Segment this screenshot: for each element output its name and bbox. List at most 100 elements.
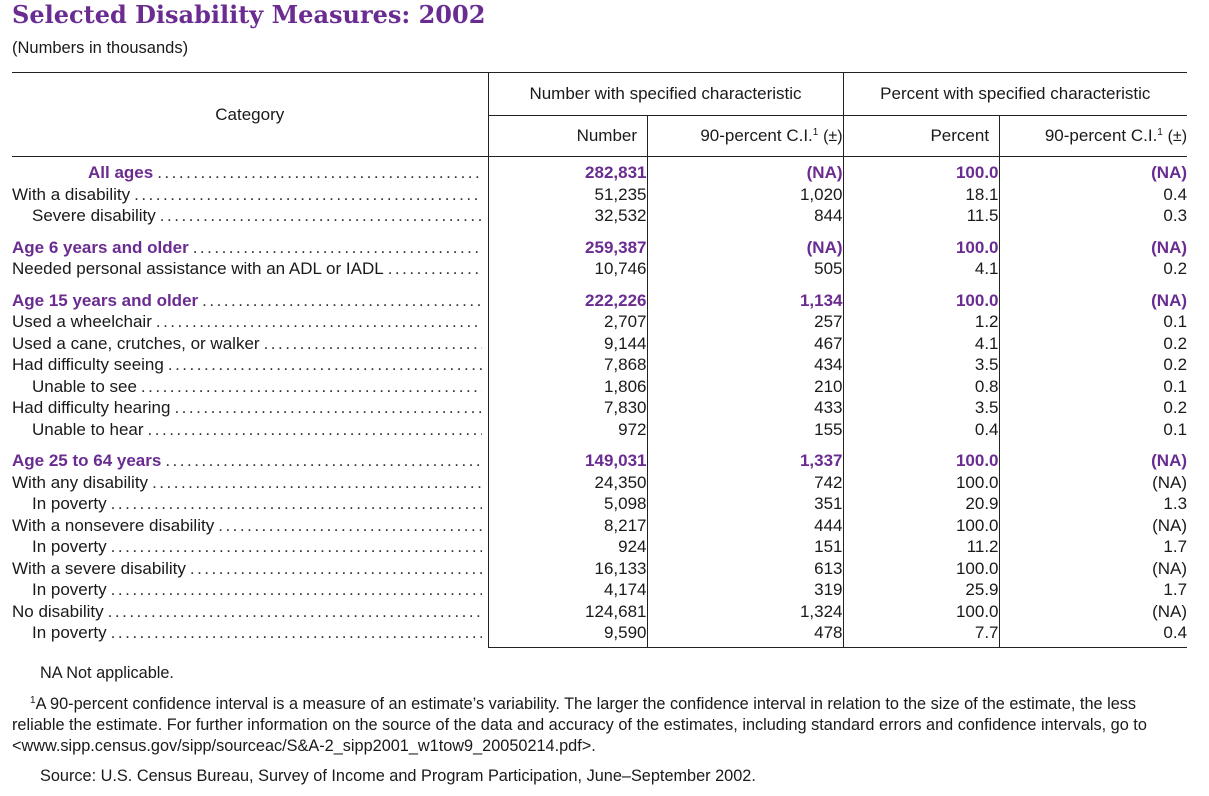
table-row: Age 6 years and older259,387(NA)100.0(NA…	[12, 226, 1188, 259]
percent-cell: 100.0	[842, 514, 1000, 536]
number-cell: 282,831	[487, 156, 647, 184]
ci-number-cell: 444	[646, 514, 844, 536]
dot-leader	[134, 184, 481, 206]
percent-cell: 100.0	[842, 600, 1000, 622]
row-label-cell: With a nonsevere disability	[12, 515, 488, 537]
percent-cell: 0.8	[842, 375, 1000, 397]
number-cell: 2,707	[487, 311, 647, 333]
row-label: Had difficulty hearing	[12, 398, 171, 417]
percent-cell: 100.0	[842, 440, 1000, 472]
row-label-cell: Used a wheelchair	[12, 311, 488, 333]
row-label: In poverty	[32, 623, 107, 643]
row-label-cell: In poverty	[12, 493, 488, 515]
dot-leader	[190, 558, 482, 580]
ci-number-cell: 151	[646, 536, 844, 558]
ci-percent-cell: 0.2	[998, 354, 1188, 376]
row-label-cell: Severe disability	[12, 205, 488, 227]
ci-percent-cell: 1.3	[998, 493, 1188, 515]
number-cell: 32,532	[487, 205, 647, 227]
percent-group-header: Percent with specified characteristic	[842, 72, 1188, 116]
row-label: Had difficulty seeing	[12, 355, 164, 374]
dot-leader	[152, 472, 481, 494]
ci-percent-cell: 0.4	[998, 183, 1188, 205]
number-cell: 9,144	[487, 332, 647, 354]
dot-leader	[111, 579, 482, 601]
ci-number-cell: 1,134	[646, 279, 844, 311]
number-cell: 924	[487, 536, 647, 558]
dot-leader	[168, 354, 482, 376]
number-cell: 24,350	[487, 471, 647, 493]
ci-number-cell: 844	[646, 205, 844, 227]
row-label: With any disability	[12, 472, 149, 492]
row-label: Used a wheelchair	[12, 312, 152, 331]
ci-percent-cell: 0.2	[998, 332, 1188, 354]
number-ci-column-header: 90-percent C.I.1 (±)	[646, 115, 844, 157]
row-label: In poverty	[32, 494, 107, 513]
number-group-header: Number with specified characteristic	[487, 72, 844, 116]
percent-cell: 25.9	[842, 579, 1000, 601]
row-label-cell: Age 6 years and older	[12, 227, 488, 259]
units-note: (Numbers in thousands)	[12, 39, 189, 57]
percent-ci-column-header: 90-percent C.I.1 (±)	[998, 115, 1188, 157]
row-label-cell: In poverty	[12, 622, 488, 647]
row-label-cell: In poverty	[12, 536, 488, 558]
ci-percent-cell: (NA)	[998, 600, 1188, 622]
dot-leader	[165, 450, 481, 472]
row-label: In poverty	[32, 580, 107, 599]
table-body: All ages282,831(NA)100.0(NA)With a disab…	[12, 156, 1188, 648]
row-label: No disability	[12, 601, 104, 621]
percent-cell: 11.5	[842, 205, 1000, 227]
ci-percent-cell: (NA)	[998, 471, 1188, 493]
ci-percent-cell: 0.1	[998, 375, 1188, 397]
percent-cell: 7.7	[842, 622, 1000, 648]
ci-number-cell: 478	[646, 622, 844, 648]
ci-percent-cell: (NA)	[998, 156, 1188, 184]
footnote: 1A 90-percent confidence interval is a m…	[12, 694, 1187, 757]
disability-measures-table: Category Number with specified character…	[12, 72, 1188, 648]
dot-leader	[202, 290, 481, 312]
ci-percent-cell: 1.7	[998, 536, 1188, 558]
row-label: All ages	[88, 163, 154, 182]
ci-number-cell: 742	[646, 471, 844, 493]
footnote-mark: 1	[30, 695, 36, 706]
number-cell: 5,098	[487, 493, 647, 515]
ci-percent-cell: (NA)	[998, 557, 1188, 579]
ci-number-cell: 467	[646, 332, 844, 354]
percent-cell: 100.0	[842, 156, 1000, 184]
dot-leader	[156, 311, 482, 333]
table-row: Needed personal assistance with an ADL o…	[12, 258, 1188, 280]
row-label-cell: With any disability	[12, 472, 488, 494]
number-cell: 149,031	[487, 440, 647, 472]
row-label-cell: Age 25 to 64 years	[12, 440, 488, 472]
number-cell: 7,868	[487, 354, 647, 376]
ci-percent-cell: (NA)	[998, 514, 1188, 536]
footnote-text: A 90-percent confidence interval is a me…	[12, 695, 1147, 755]
row-label-cell: Unable to hear	[12, 419, 488, 441]
percent-cell: 100.0	[842, 471, 1000, 493]
number-cell: 124,681	[487, 600, 647, 622]
table-row: With a severe disability 16,133613100.0(N…	[12, 557, 1188, 580]
row-label-cell: Used a cane, crutches, or walker	[12, 333, 488, 355]
ci-percent-cell: 0.1	[998, 418, 1188, 440]
table-row: All ages282,831(NA)100.0(NA)	[12, 156, 1188, 184]
percent-cell: 3.5	[842, 397, 1000, 419]
row-label-cell: Had difficulty hearing	[12, 397, 488, 419]
dot-leader	[111, 622, 482, 644]
dot-leader	[174, 397, 481, 419]
percent-cell: 11.2	[842, 536, 1000, 558]
ci-percent-cell: 1.7	[998, 579, 1188, 601]
percent-cell: 20.9	[842, 493, 1000, 515]
row-label-cell: No disability	[12, 601, 488, 623]
row-label: Unable to see	[32, 376, 137, 396]
ci-number-cell: 1,324	[646, 600, 844, 622]
percent-column-header: Percent	[842, 115, 1000, 157]
row-label-cell: With a severe disability	[12, 558, 488, 580]
